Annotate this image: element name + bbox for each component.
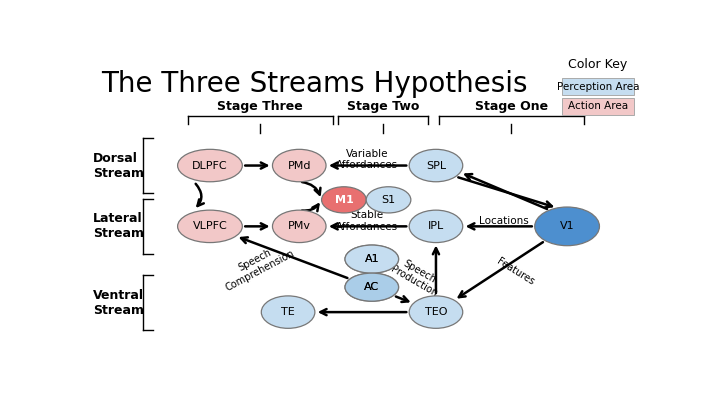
Text: A1: A1: [364, 254, 379, 264]
Text: Action Area: Action Area: [567, 101, 628, 111]
Text: The Three Streams Hypothesis: The Three Streams Hypothesis: [101, 70, 528, 98]
FancyBboxPatch shape: [562, 98, 634, 115]
Text: S1: S1: [382, 195, 395, 205]
Ellipse shape: [345, 273, 399, 301]
Ellipse shape: [409, 149, 463, 182]
Text: VLPFC: VLPFC: [192, 222, 228, 231]
Ellipse shape: [272, 210, 326, 243]
Ellipse shape: [178, 149, 243, 182]
Ellipse shape: [345, 245, 399, 273]
Text: M1: M1: [335, 195, 354, 205]
Ellipse shape: [535, 207, 600, 246]
Text: AC: AC: [364, 282, 379, 292]
Text: SPL: SPL: [426, 160, 446, 171]
Text: V1: V1: [559, 222, 575, 231]
Text: Dorsal
Stream: Dorsal Stream: [93, 151, 144, 179]
Text: Ventral
Stream: Ventral Stream: [93, 289, 144, 317]
Ellipse shape: [322, 187, 366, 213]
Ellipse shape: [345, 245, 399, 273]
Text: Stage Two: Stage Two: [347, 100, 419, 113]
Ellipse shape: [409, 210, 463, 243]
Text: Color Key: Color Key: [568, 58, 627, 71]
Text: IPL: IPL: [428, 222, 444, 231]
Ellipse shape: [409, 296, 463, 328]
Text: Features: Features: [495, 256, 536, 287]
Ellipse shape: [272, 149, 326, 182]
Text: Locations: Locations: [480, 216, 529, 226]
Ellipse shape: [345, 273, 399, 301]
Text: Lateral
Stream: Lateral Stream: [93, 212, 144, 240]
Text: A1: A1: [364, 254, 379, 264]
Ellipse shape: [366, 187, 411, 213]
Text: PMd: PMd: [287, 160, 311, 171]
Text: AC: AC: [364, 282, 379, 292]
Text: Stage One: Stage One: [474, 100, 548, 113]
Text: Speech
Production: Speech Production: [389, 254, 444, 298]
Text: Variable
Affordances: Variable Affordances: [336, 149, 398, 171]
Text: Speech
Comprehension: Speech Comprehension: [219, 238, 296, 292]
Ellipse shape: [261, 296, 315, 328]
Text: Stable
Affordances: Stable Affordances: [336, 210, 398, 232]
Text: DLPFC: DLPFC: [192, 160, 228, 171]
FancyBboxPatch shape: [562, 78, 634, 96]
Text: TEO: TEO: [425, 307, 447, 317]
Ellipse shape: [178, 210, 243, 243]
Text: PMv: PMv: [288, 222, 311, 231]
Text: TE: TE: [282, 307, 295, 317]
Text: Stage Three: Stage Three: [217, 100, 303, 113]
Text: Perception Area: Perception Area: [557, 82, 639, 92]
